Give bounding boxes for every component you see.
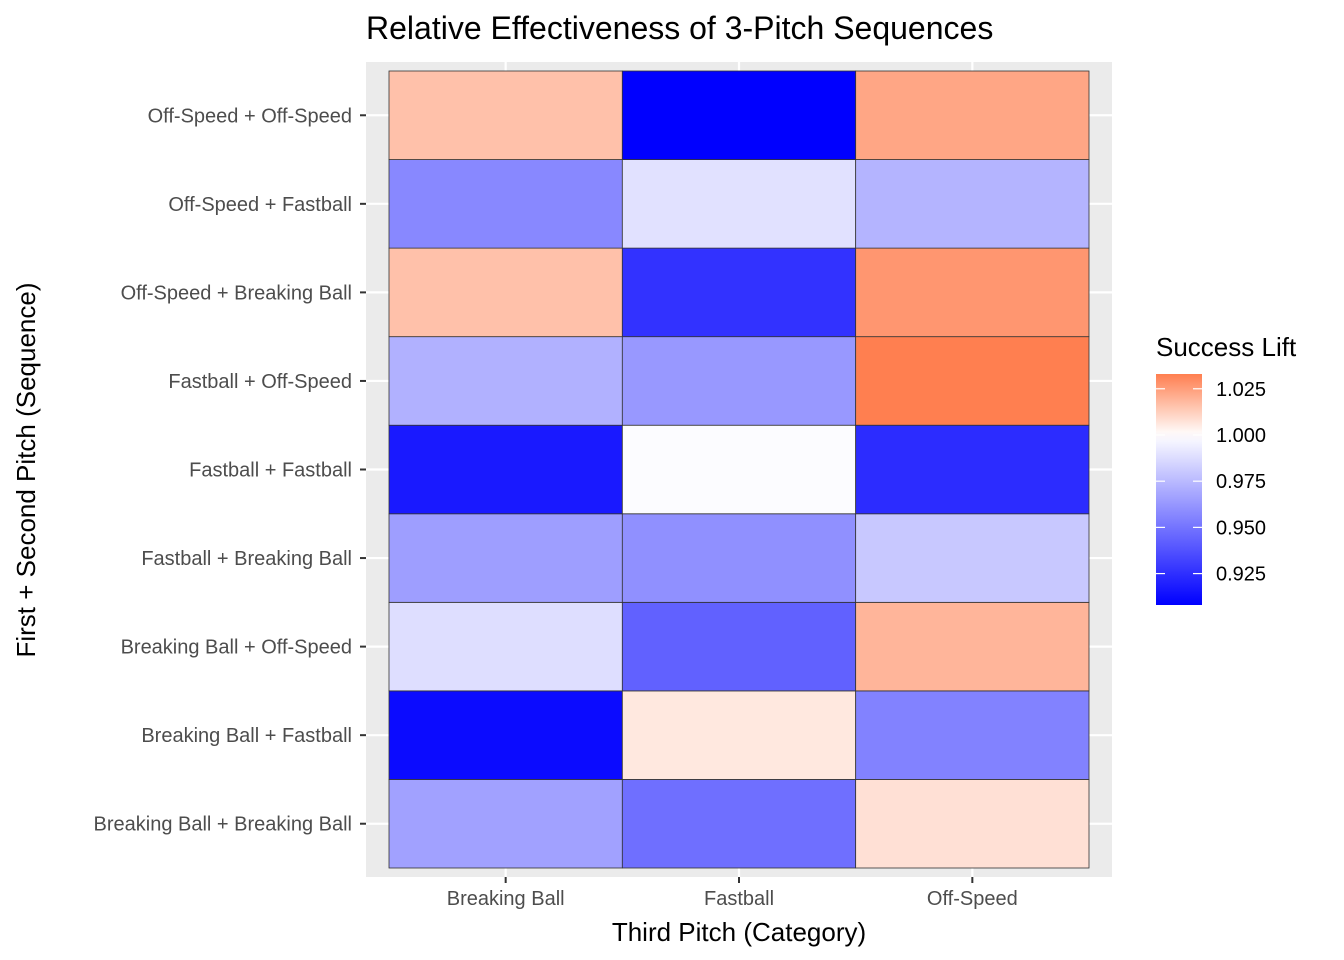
heatmap-tile [855, 690, 1090, 780]
y-tick-label: Fastball + Breaking Ball [141, 548, 352, 570]
legend-tick-label: 0.950 [1216, 517, 1266, 539]
x-axis-title: Third Pitch (Category) [612, 917, 866, 947]
heatmap-tile [855, 513, 1090, 603]
y-tick-label: Off-Speed + Fastball [168, 194, 352, 216]
heatmap-tile [621, 601, 857, 692]
heatmap-tile [621, 70, 857, 160]
x-tick-label: Fastball [704, 888, 774, 910]
heatmap-tile [621, 779, 857, 869]
heatmap-tile [388, 336, 623, 426]
heatmap-tile [388, 247, 623, 338]
heatmap-tile [388, 70, 623, 160]
legend-colorbar [1156, 374, 1202, 605]
heatmap-tile [855, 779, 1090, 869]
heatmap-tile [621, 424, 857, 515]
y-tick-label: Off-Speed + Off-Speed [148, 105, 352, 127]
chart-title: Relative Effectiveness of 3-Pitch Sequen… [366, 10, 993, 46]
y-tick-label: Breaking Ball + Off-Speed [121, 637, 352, 659]
heatmap-tile [855, 159, 1090, 249]
heatmap-tile [621, 513, 857, 603]
x-tick-label: Off-Speed [927, 888, 1018, 910]
y-tick-label: Fastball + Fastball [189, 460, 352, 482]
heatmap-tile [388, 690, 623, 780]
y-tick-label: Breaking Ball + Breaking Ball [94, 814, 352, 836]
heatmap-tile [855, 70, 1090, 160]
y-axis-title: First + Second Pitch (Sequence) [11, 282, 41, 657]
legend-title: Success Lift [1156, 332, 1297, 362]
heatmap-tile [388, 424, 623, 515]
heatmap-tile [388, 601, 623, 692]
y-tick-label: Off-Speed + Breaking Ball [121, 282, 352, 304]
heatmap-tile [388, 779, 623, 869]
y-tick-label: Fastball + Off-Speed [168, 371, 352, 393]
x-tick-label: Breaking Ball [447, 888, 565, 910]
heatmap-tile [621, 247, 857, 338]
heatmap-tile [621, 690, 857, 780]
legend: Success Lift 0.925 0.950 0.975 1.000 1.025 [1156, 332, 1297, 605]
axes: Breaking Ball Fastball Off-Speed Breaking B… [94, 105, 1018, 910]
heatmap-tile [855, 336, 1090, 426]
heatmap-tile [621, 159, 857, 249]
legend-tick-label: 0.975 [1216, 471, 1266, 493]
legend-tick-label: 1.000 [1216, 425, 1266, 447]
heatmap-tile [388, 159, 623, 249]
heatmap-tile [855, 424, 1090, 515]
heatmap-tile [388, 513, 623, 603]
heatmap-tile [855, 247, 1090, 338]
heatmap-tiles [388, 70, 1090, 869]
legend-tick-label: 0.925 [1216, 564, 1266, 586]
heatmap-tile [621, 336, 857, 426]
legend-tick-label: 1.025 [1216, 379, 1266, 401]
heatmap-tile [855, 601, 1090, 692]
y-tick-label: Breaking Ball + Fastball [141, 725, 352, 747]
